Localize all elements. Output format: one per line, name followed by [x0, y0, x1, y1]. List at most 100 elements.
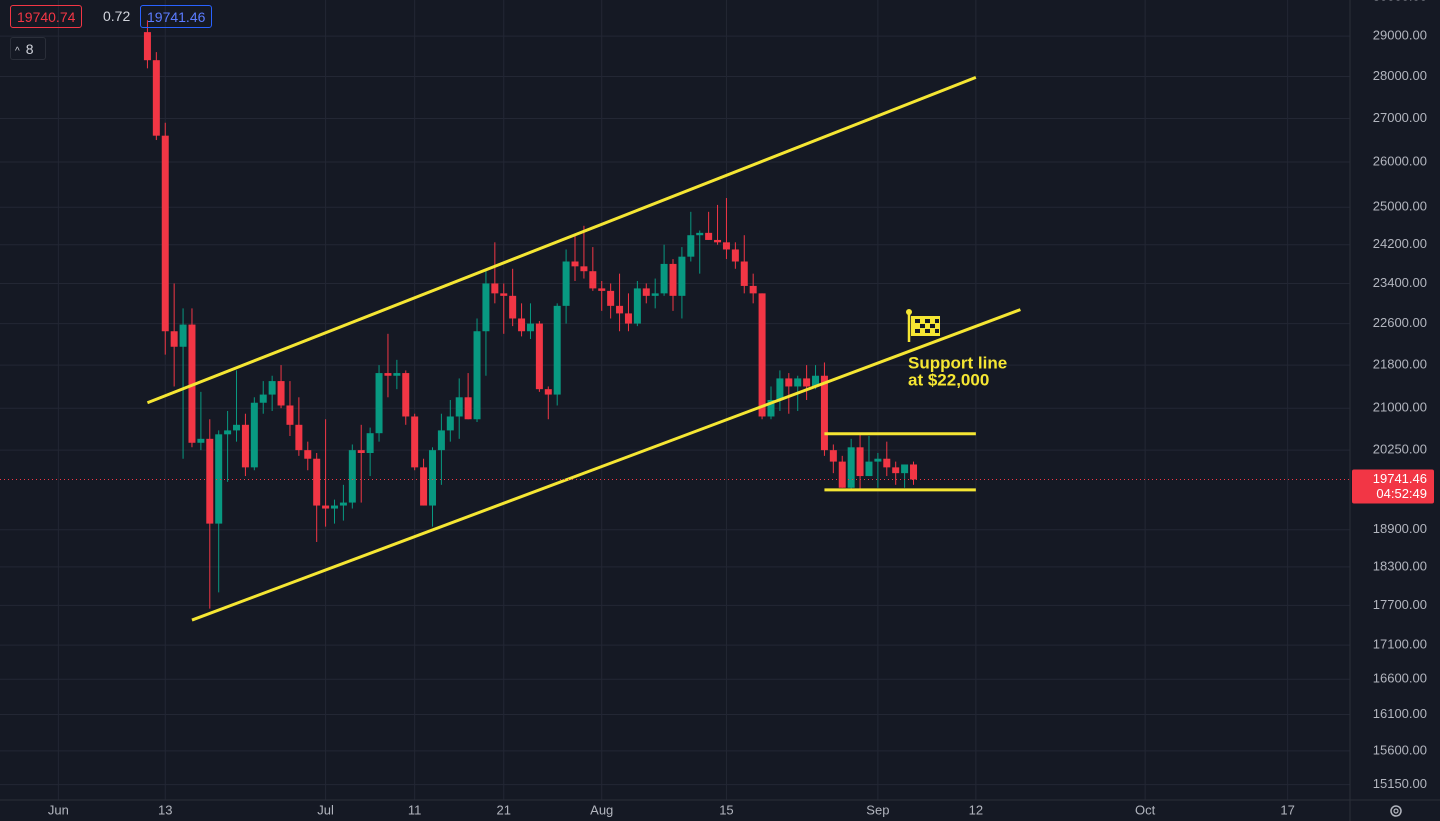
candle-body: [286, 405, 294, 425]
spread: 0.72: [103, 8, 131, 24]
candle-body: [838, 461, 846, 488]
candle-body: [829, 450, 837, 462]
candle-body: [580, 266, 588, 272]
x-tick-label: Jun: [48, 802, 69, 817]
candle-body: [883, 458, 891, 468]
candle-body: [678, 256, 686, 296]
x-tick-label: 21: [497, 802, 511, 817]
y-tick-label: 21000.00: [1373, 400, 1427, 415]
candle-body: [170, 331, 178, 347]
candle-body: [669, 263, 677, 296]
candle-body: [758, 293, 766, 417]
x-tick-label: 15: [719, 802, 733, 817]
y-tick-label: 20250.00: [1373, 442, 1427, 457]
candle-body: [624, 313, 632, 324]
candle-body: [268, 381, 276, 395]
candle-body: [224, 430, 232, 435]
flag-icon: [906, 309, 940, 342]
y-tick-label: 28000.00: [1373, 68, 1427, 83]
candle-body: [500, 293, 508, 296]
candle-body: [446, 416, 454, 431]
candle-body: [464, 397, 472, 420]
y-tick-label: 22600.00: [1373, 315, 1427, 330]
candle-body: [589, 271, 597, 289]
candle-body: [526, 323, 534, 332]
candle-body: [616, 305, 624, 314]
candle-body: [571, 261, 579, 267]
y-tick-label: 16600.00: [1373, 671, 1427, 686]
y-tick-label: 27000.00: [1373, 110, 1427, 125]
candle-body: [411, 416, 419, 468]
candle-body: [562, 261, 570, 306]
candle-body: [375, 373, 383, 434]
candle-body: [393, 373, 401, 376]
trend-line: [146, 75, 977, 405]
candle-body: [633, 288, 641, 324]
candle-body: [892, 467, 900, 474]
candle-body: [731, 249, 739, 262]
annotation-text: Support line: [908, 353, 1007, 372]
y-tick-label: 16100.00: [1373, 706, 1427, 721]
candle-body: [197, 438, 205, 443]
x-tick-label: 13: [158, 802, 172, 817]
ask-box[interactable]: 19741.46: [140, 5, 213, 28]
y-tick-label: 17700.00: [1373, 597, 1427, 612]
annotation-text: at $22,000: [908, 370, 989, 389]
candle-body: [794, 378, 802, 387]
indicator-count: 8: [25, 41, 34, 57]
candle-body: [482, 283, 490, 332]
candle-body: [901, 464, 909, 474]
x-tick-label: 17: [1280, 802, 1294, 817]
candle-body: [598, 288, 606, 291]
candle-body: [544, 389, 552, 395]
y-tick-label: 15150.00: [1373, 776, 1427, 791]
candle-body: [233, 424, 241, 431]
candle-body: [366, 433, 374, 454]
x-tick-label: 11: [408, 802, 422, 817]
trend-line: [191, 308, 1021, 622]
candle-body: [812, 375, 820, 387]
y-tick-label: 15600.00: [1373, 742, 1427, 757]
candle-body: [339, 502, 347, 506]
y-tick-label: 18300.00: [1373, 558, 1427, 573]
candle-body: [179, 324, 187, 347]
candle-body: [722, 242, 730, 250]
candle-body: [277, 381, 285, 406]
price-tag-label: 19741.46: [1373, 471, 1427, 486]
y-tick-label: 23400.00: [1373, 275, 1427, 290]
candle-body: [304, 450, 312, 459]
candle-body: [331, 505, 338, 509]
candle-body: [740, 261, 748, 286]
candle-body: [696, 232, 704, 236]
candle-body: [874, 458, 882, 462]
settings-icon[interactable]: [1390, 805, 1402, 817]
candle-body: [509, 295, 517, 319]
candle-body: [322, 505, 330, 509]
candle-body: [428, 450, 436, 506]
candle-body: [785, 378, 793, 387]
candle-body: [642, 288, 650, 296]
candle-body: [357, 450, 365, 454]
candle-body: [250, 402, 258, 468]
candle-body: [215, 434, 223, 524]
candle-body: [607, 290, 615, 306]
candle-body: [803, 378, 811, 387]
plot-area: [0, 20, 1350, 622]
candle-body: [518, 318, 526, 332]
candle-body: [865, 461, 873, 477]
indicator-toggle[interactable]: ^ 8: [10, 37, 46, 60]
candle-body: [651, 293, 659, 296]
candle-body: [749, 285, 757, 294]
candle-body: [437, 430, 445, 451]
candle-body: [161, 135, 169, 332]
x-tick-label: Sep: [866, 802, 889, 817]
candle-body: [660, 263, 668, 294]
candle-body: [348, 450, 356, 503]
candle-body: [820, 375, 828, 451]
x-tick-label: Oct: [1135, 802, 1156, 817]
y-tick-label: 29000.00: [1373, 28, 1427, 43]
bid-box[interactable]: 19740.74: [10, 5, 83, 28]
candle-body: [473, 331, 481, 420]
